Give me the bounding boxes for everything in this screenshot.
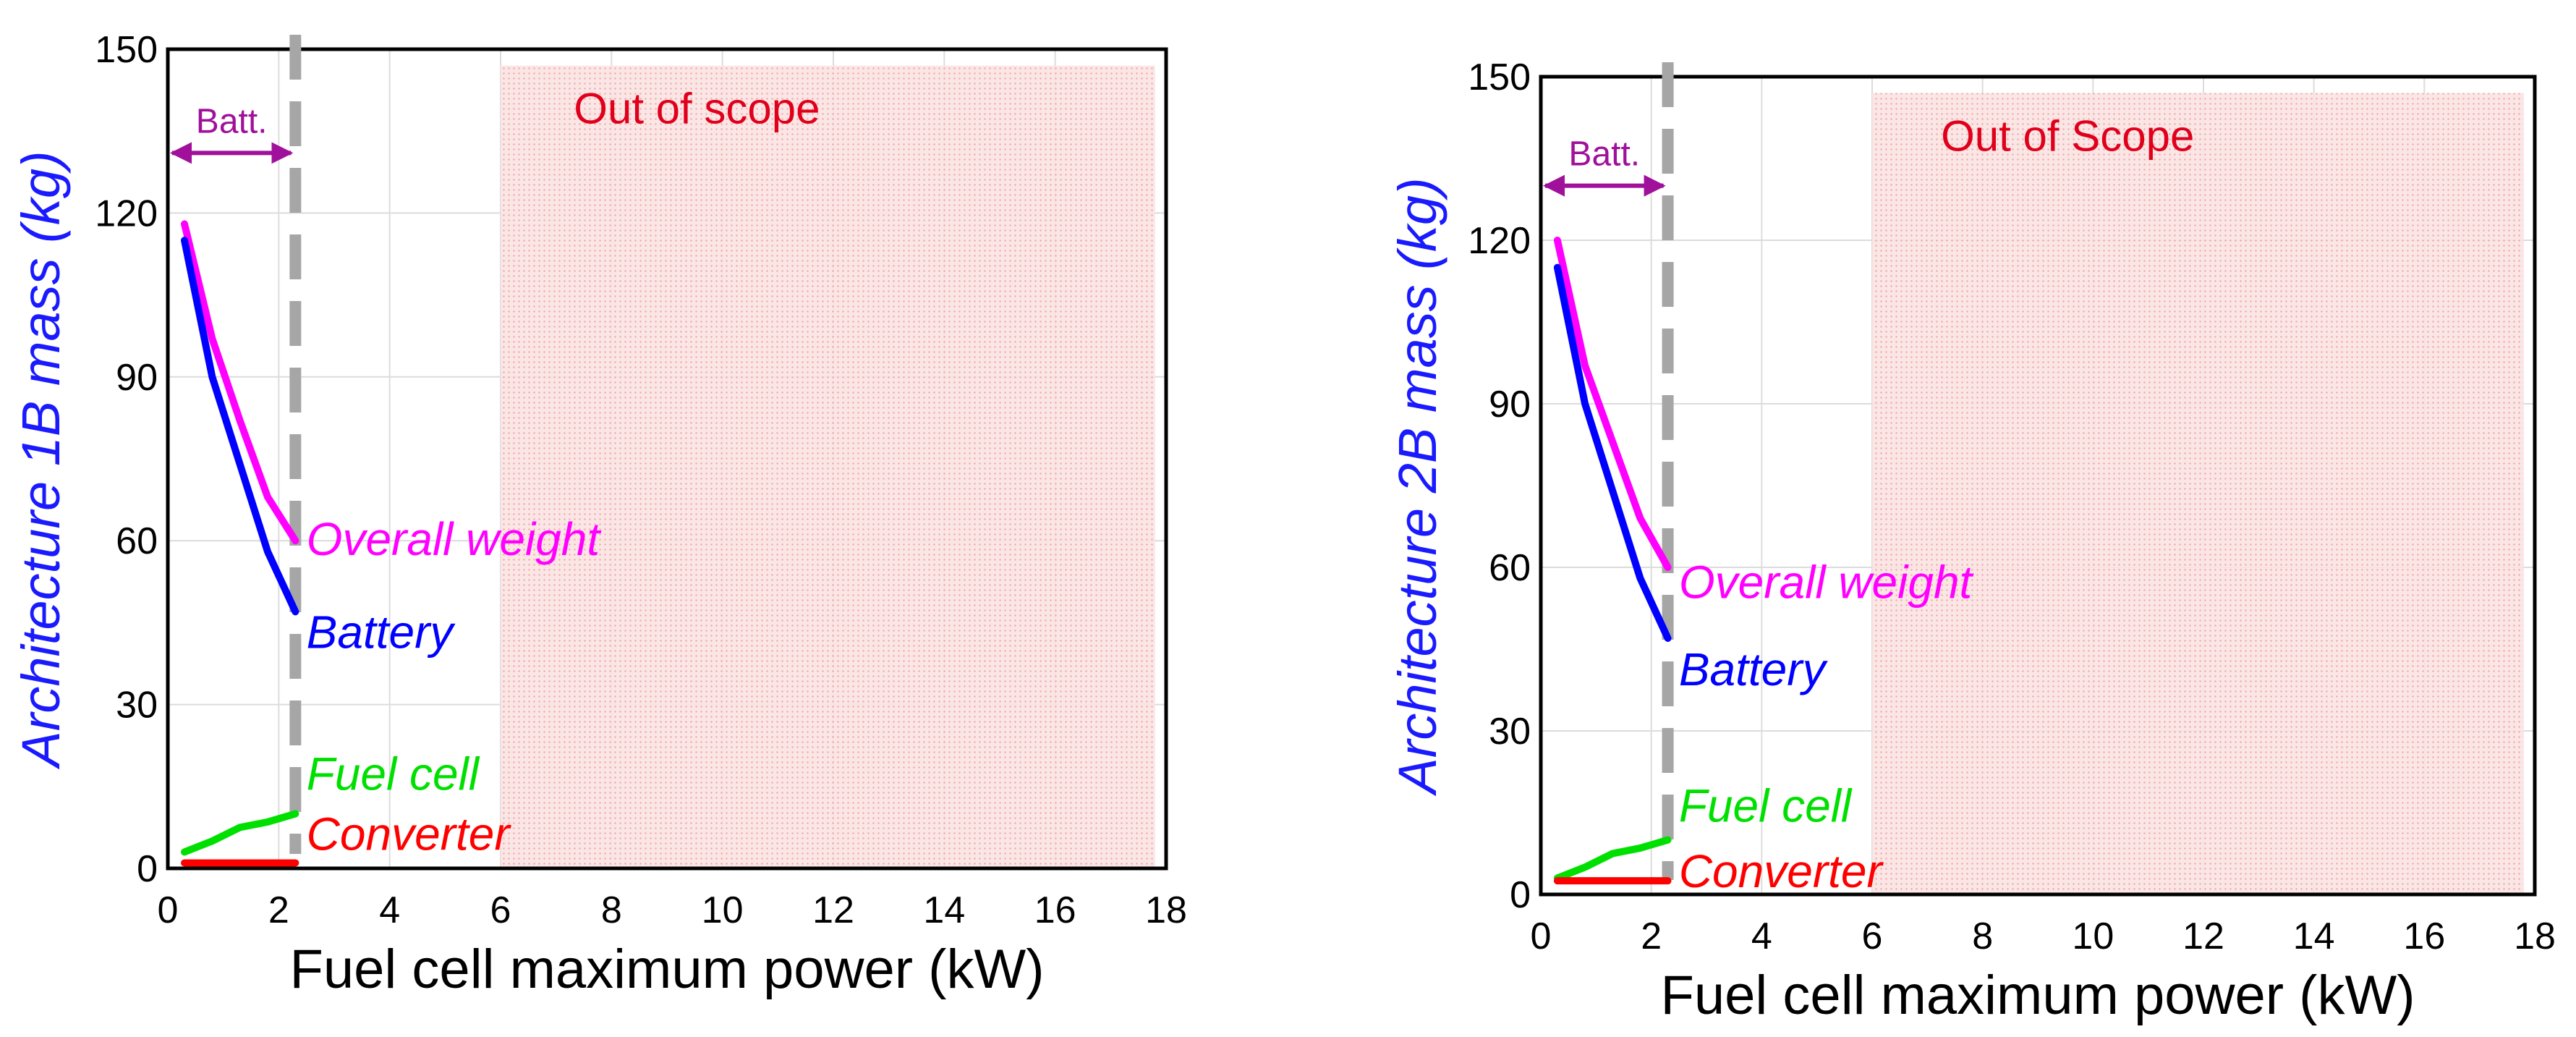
series-label-overall-weight: Overall weight — [1679, 556, 1974, 609]
series-label-battery: Battery — [307, 606, 456, 658]
battery-range-label: Batt. — [1568, 135, 1640, 174]
y-tick-label: 60 — [1489, 547, 1531, 589]
x-tick-label: 0 — [1531, 915, 1552, 957]
x-tick-label: 18 — [1145, 889, 1187, 931]
x-tick-label: 2 — [1641, 915, 1662, 957]
series-label-overall-weight: Overall weight — [307, 513, 602, 565]
battery-range-label: Batt. — [196, 102, 268, 140]
y-tick-label: 150 — [95, 29, 158, 71]
y-tick-label: 120 — [95, 192, 158, 234]
series-label-fuel-cell: Fuel cell — [1679, 779, 1853, 831]
y-tick-label: 30 — [116, 685, 158, 727]
x-tick-label: 16 — [1034, 889, 1076, 931]
y-tick-label: 90 — [116, 357, 158, 399]
x-tick-label: 14 — [923, 889, 965, 931]
chart-architecture-1b: Out of scope 0 2 4 6 8 10 12 14 16 18 0 30 60 90 120 150… — [11, 29, 1187, 1000]
x-tick-label: 2 — [268, 889, 289, 931]
x-tick-label: 10 — [702, 889, 744, 931]
out-of-scope-region — [501, 65, 1155, 868]
y-tick-label: 30 — [1489, 711, 1531, 753]
plot-frame — [166, 47, 1168, 871]
x-tick-label: 10 — [2072, 915, 2114, 957]
x-axis-title: Fuel cell maximum power (kW) — [289, 939, 1044, 1000]
y-tick-label: 120 — [1468, 220, 1531, 262]
series-label-fuel-cell: Fuel cell — [307, 748, 480, 800]
plot-frame — [1539, 75, 2537, 897]
x-tick-label: 16 — [2403, 915, 2445, 957]
y-axis-title: Architecture 2B mass (kg) — [1387, 177, 1448, 796]
out-of-scope-label: Out of scope — [574, 85, 820, 133]
x-tick-label: 4 — [1751, 915, 1772, 957]
x-tick-label: 6 — [1862, 915, 1883, 957]
x-tick-label: 8 — [601, 889, 622, 931]
y-tick-label: 150 — [1468, 56, 1531, 98]
series-label-battery: Battery — [1679, 643, 1829, 695]
out-of-scope-label: Out of Scope — [1941, 112, 2194, 161]
y-tick-label: 90 — [1489, 384, 1531, 426]
y-tick-label: 0 — [1510, 874, 1531, 916]
out-of-scope-region — [1872, 93, 2524, 895]
x-tick-label: 6 — [490, 889, 511, 931]
y-tick-label: 0 — [137, 848, 158, 890]
x-tick-label: 12 — [812, 889, 854, 931]
x-tick-label: 14 — [2293, 915, 2335, 957]
series-label-converter: Converter — [1679, 845, 1884, 897]
x-tick-label: 4 — [379, 889, 400, 931]
x-tick-label: 8 — [1972, 915, 1993, 957]
series-label-converter: Converter — [307, 808, 512, 860]
y-tick-label: 60 — [116, 520, 158, 562]
x-tick-label: 18 — [2514, 915, 2556, 957]
x-axis-title: Fuel cell maximum power (kW) — [1660, 965, 2415, 1026]
chart-architecture-2b: Out of Scope 0 2 4 6 8 10 12 14 16 18 0 30 60 90 120 150… — [1387, 56, 2556, 1026]
y-axis-title: Architecture 1B mass (kg) — [11, 151, 71, 769]
x-tick-label: 0 — [158, 889, 179, 931]
x-tick-label: 12 — [2182, 915, 2224, 957]
